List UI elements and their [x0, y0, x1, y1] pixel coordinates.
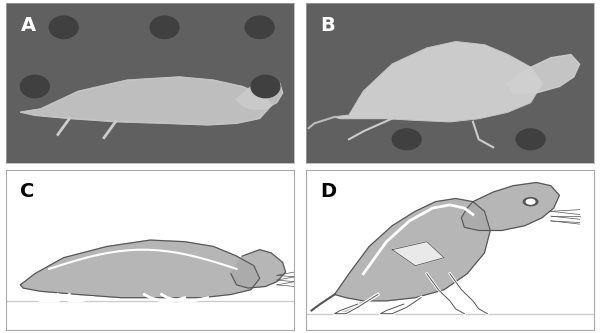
- Text: B: B: [320, 16, 335, 35]
- Circle shape: [523, 198, 538, 206]
- Polygon shape: [335, 294, 378, 314]
- Polygon shape: [20, 240, 260, 298]
- Polygon shape: [20, 77, 271, 125]
- Ellipse shape: [392, 129, 421, 150]
- Ellipse shape: [516, 129, 545, 150]
- Ellipse shape: [20, 75, 49, 98]
- Text: D: D: [320, 182, 337, 201]
- Ellipse shape: [49, 16, 78, 39]
- Polygon shape: [335, 42, 542, 122]
- Circle shape: [526, 199, 535, 204]
- Polygon shape: [231, 250, 286, 288]
- Ellipse shape: [251, 75, 280, 98]
- Polygon shape: [236, 80, 283, 109]
- Text: A: A: [20, 16, 35, 35]
- Text: C: C: [20, 182, 35, 201]
- Ellipse shape: [245, 16, 274, 39]
- Ellipse shape: [150, 16, 179, 39]
- Polygon shape: [508, 55, 580, 93]
- Polygon shape: [392, 242, 444, 266]
- Polygon shape: [335, 198, 490, 301]
- Polygon shape: [461, 182, 559, 230]
